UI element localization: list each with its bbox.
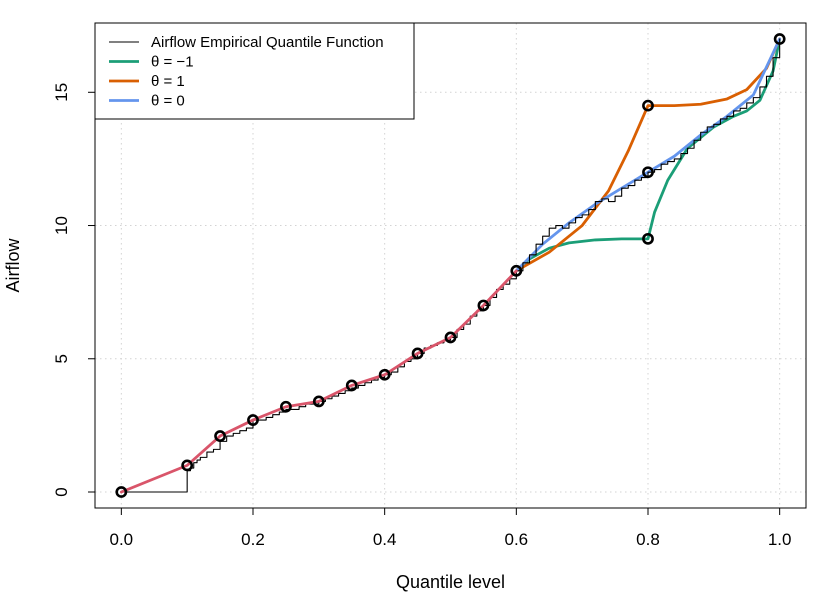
y-axis-title: Airflow: [3, 237, 23, 292]
legend-label: θ = 0: [151, 93, 185, 110]
data-point-marker: [444, 331, 457, 344]
data-point-marker: [378, 368, 391, 381]
data-point-marker: [642, 99, 654, 112]
x-axis-title: Quantile level: [396, 572, 505, 592]
data-point-marker: [510, 264, 523, 277]
x-axis: 0.0 0.2 0.4 0.6 0.8 1.0: [110, 507, 792, 549]
data-point-marker: [642, 166, 654, 179]
fitted-line: [119, 269, 518, 494]
x-tick-label: 0.6: [505, 530, 529, 549]
y-tick-label: 5: [52, 354, 71, 363]
series-line-2: [514, 37, 782, 273]
marker-layer: [115, 33, 786, 498]
x-tick-label: 0.4: [373, 530, 397, 549]
data-point-marker: [312, 395, 325, 408]
empirical-quantile-step-line: [120, 38, 781, 493]
legend-label: θ = −1: [151, 54, 194, 71]
data-point-marker: [477, 299, 490, 312]
x-tick-label: 0.0: [110, 530, 134, 549]
data-point-marker: [345, 379, 358, 392]
data-point-marker: [280, 400, 292, 413]
data-point-marker: [773, 33, 786, 45]
y-tick-label: 0: [52, 487, 71, 496]
legend-label: θ = 1: [151, 73, 185, 90]
y-tick-label: 10: [52, 216, 71, 235]
series-layer: [119, 37, 782, 494]
x-tick-label: 0.2: [241, 530, 265, 549]
data-point-marker: [247, 414, 259, 426]
data-point-marker: [181, 459, 194, 472]
y-tick-label: 15: [52, 83, 71, 102]
x-tick-label: 1.0: [768, 530, 792, 549]
legend-label: Airflow Empirical Quantile Function: [151, 34, 384, 51]
legend-box: [94, 22, 415, 120]
data-point-marker: [115, 486, 128, 498]
x-tick-label: 0.8: [636, 530, 660, 549]
data-point-marker: [411, 347, 424, 360]
data-point-marker: [642, 232, 654, 245]
data-point-marker: [214, 430, 226, 442]
legend: Airflow Empirical Quantile Function θ = −…: [94, 22, 415, 120]
y-axis: 0 5 10 15: [52, 83, 96, 497]
